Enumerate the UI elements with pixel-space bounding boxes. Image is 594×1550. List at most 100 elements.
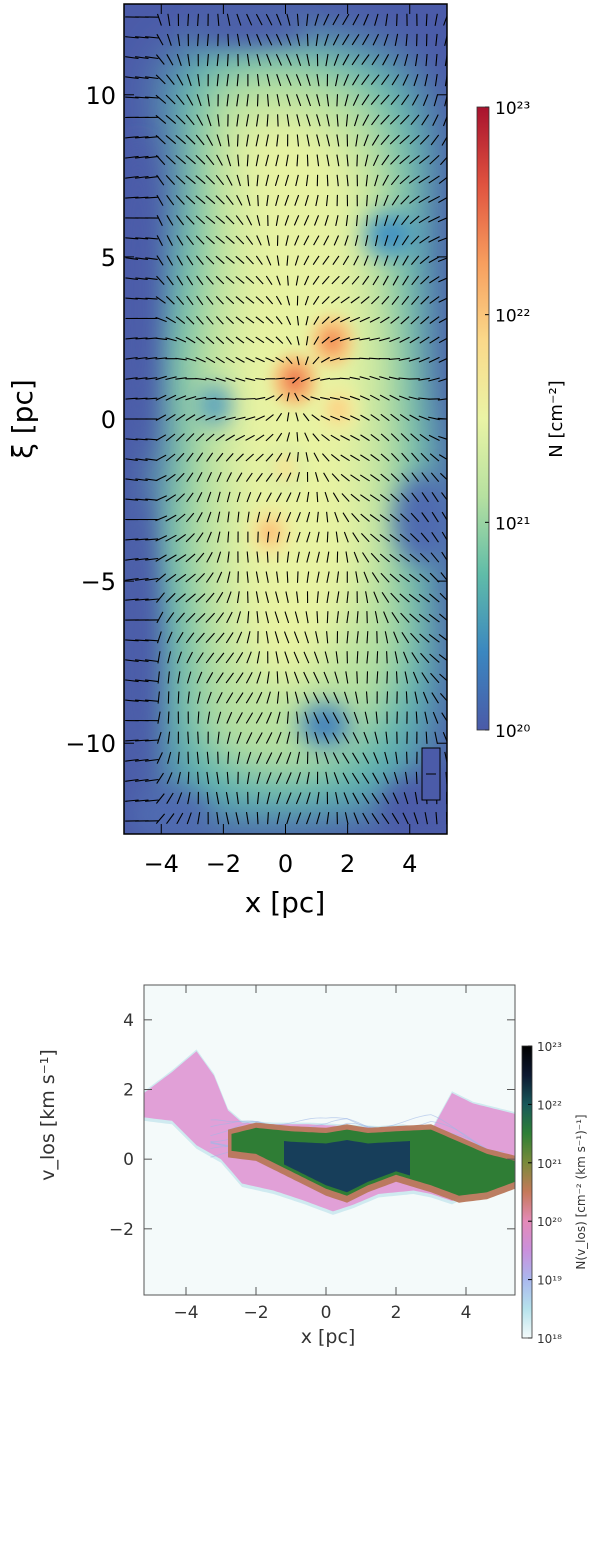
velocity-vector [176,792,183,805]
velocity-vector [316,531,320,543]
velocity-vector [349,316,361,323]
velocity-vector [197,13,199,27]
velocity-vector [428,434,440,441]
velocity-vector [285,356,293,365]
velocity-vector [437,237,447,242]
velocity-vector [175,94,185,106]
velocity-vector [245,692,254,704]
velocity-vector [255,453,264,462]
velocity-vector [237,154,240,167]
velocity-vector [245,416,256,421]
velocity-vector [205,592,215,603]
velocity-vector [145,76,159,80]
velocity-vector [256,235,262,246]
velocity-vector [274,611,280,624]
velocity-vector [145,357,158,360]
velocity-vector [429,336,440,344]
velocity-vector [276,134,279,147]
velocity-vector [255,13,263,26]
velocity-vector [286,472,292,482]
velocity-vector [165,592,176,603]
velocity-vector [156,731,162,744]
velocity-vector [381,154,390,166]
velocity-vector [393,235,399,246]
velocity-vector [195,175,206,185]
velocity-vector [286,752,292,764]
velocity-vector [135,356,148,360]
velocity-vector [352,792,360,805]
velocity-vector [418,155,430,165]
velocity-vector [196,472,203,483]
velocity-vector [225,692,234,704]
velocity-vector [371,54,380,66]
velocity-vector [345,551,349,563]
velocity-vector [177,33,181,47]
velocity-vector [424,711,429,724]
velocity-vector [356,611,359,624]
velocity-vector [235,416,246,421]
velocity-vector [145,257,158,260]
velocity-vector [236,491,241,503]
velocity-vector [265,357,275,363]
velocity-vector [226,13,231,26]
velocity-vector [246,732,253,744]
velocity-vector [438,633,447,642]
velocity-vector [156,752,163,764]
velocity-vector [206,531,212,543]
velocity-vector [185,573,196,583]
velocity-vector [342,712,350,724]
velocity-vector [431,692,439,704]
x-tick-label: 4 [461,1303,472,1323]
velocity-vector [389,134,400,145]
velocity-vector [303,235,310,246]
velocity-vector [157,711,161,724]
velocity-vector [386,691,389,704]
density-peak [258,519,281,546]
velocity-vector [235,255,245,265]
velocity-vector [267,812,269,825]
velocity-vector [343,792,350,805]
velocity-vector [315,33,319,47]
velocity-vector [285,53,292,66]
velocity-vector [355,134,359,147]
velocity-vector [186,671,192,684]
velocity-vector [155,316,167,323]
velocity-vector [323,751,330,764]
velocity-vector [225,672,234,684]
velocity-vector [175,155,186,165]
velocity-vector [430,134,440,146]
velocity-vector [125,739,139,742]
velocity-vector [321,434,330,442]
velocity-vector [186,235,194,246]
velocity-vector [410,114,420,126]
velocity-vector [441,712,447,723]
velocity-vector [361,94,370,106]
velocity-vector [205,255,215,265]
velocity-vector [215,612,225,624]
velocity-vector [125,679,139,683]
velocity-vector [313,711,320,724]
velocity-vector [440,572,447,582]
velocity-vector [408,593,420,603]
velocity-vector [236,472,243,482]
velocity-vector [442,731,447,743]
velocity-vector [341,493,350,502]
velocity-vector [396,13,398,27]
velocity-vector [246,571,249,583]
velocity-vector [411,652,420,664]
velocity-vector [438,277,447,283]
velocity-vector [330,357,341,362]
velocity-vector [236,712,243,724]
velocity-vector [177,671,181,684]
velocity-vector [428,256,440,264]
velocity-vector [335,651,339,664]
velocity-vector [286,94,291,107]
velocity-vector [392,275,399,286]
velocity-vector [197,812,201,825]
velocity-vector [411,94,419,106]
velocity-vector [342,752,350,764]
velocity-vector [276,711,281,724]
velocity-vector [336,571,340,583]
velocity-vector [186,492,194,503]
velocity-vector [286,255,289,266]
